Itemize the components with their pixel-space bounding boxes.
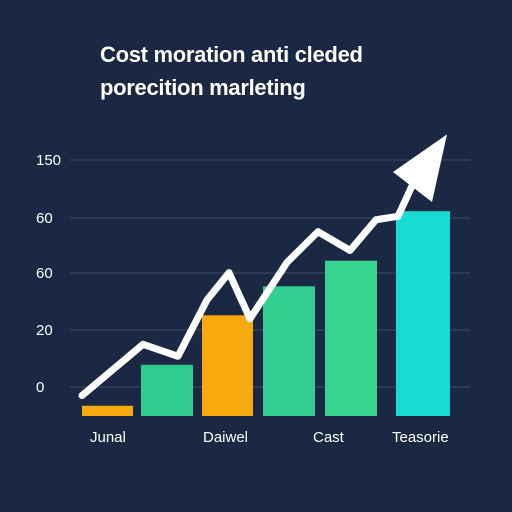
bar <box>263 286 315 416</box>
bar <box>82 405 133 416</box>
y-tick-label: 60 <box>36 265 53 282</box>
x-tick-label: Teasorie <box>392 429 449 446</box>
x-tick-label: Cast <box>313 429 345 446</box>
y-tick-label: 0 <box>36 379 44 396</box>
y-axis: 0 20 60 60 150 <box>36 152 61 396</box>
bar <box>202 315 253 416</box>
x-tick-label: Junal <box>90 429 126 446</box>
y-tick-label: 60 <box>36 210 53 227</box>
chart-title: Cost moration anti cleded porecition mar… <box>100 42 363 100</box>
trend-arrow <box>78 134 447 400</box>
trend-line <box>78 165 424 400</box>
x-axis: Junal Daiwel Cast Teasorie <box>90 429 449 446</box>
y-tick-label: 150 <box>36 152 61 169</box>
bar-series <box>82 211 450 416</box>
bar <box>141 364 193 416</box>
bar <box>325 260 377 416</box>
bar <box>396 211 450 416</box>
trend-arrowhead <box>393 134 447 202</box>
y-tick-label: 20 <box>36 322 53 339</box>
x-tick-label: Daiwel <box>203 429 248 446</box>
